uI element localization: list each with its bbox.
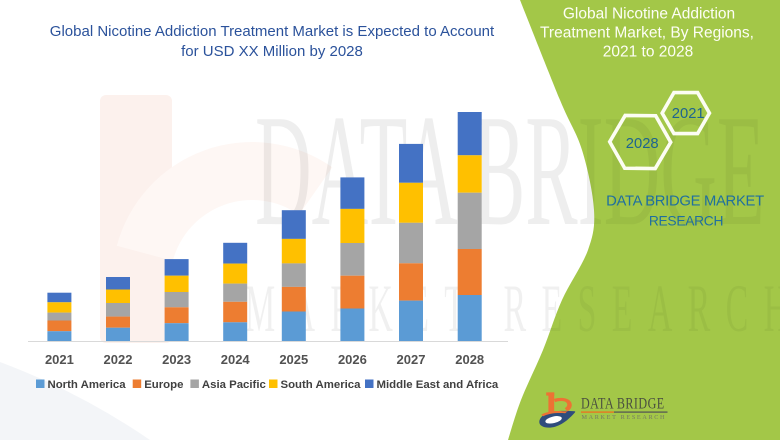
svg-text:MARKET RESEARCH: MARKET RESEARCH: [582, 414, 667, 421]
svg-text:2028: 2028: [455, 352, 484, 367]
svg-text:2026: 2026: [338, 352, 367, 367]
svg-text:2028: 2028: [626, 136, 659, 152]
svg-text:Asia Pacific: Asia Pacific: [202, 379, 266, 391]
svg-text:Middle East and Africa: Middle East and Africa: [377, 379, 499, 391]
svg-text:for USD XX Million by 2028: for USD XX Million by 2028: [181, 43, 363, 60]
svg-text:2022: 2022: [104, 352, 133, 367]
svg-text:2025: 2025: [279, 352, 308, 367]
svg-text:Global Nicotine Addiction: Global Nicotine Addiction: [563, 6, 735, 23]
svg-text:2021: 2021: [45, 352, 74, 367]
svg-text:North America: North America: [48, 379, 127, 391]
svg-text:2021: 2021: [672, 106, 705, 122]
svg-text:DATA BRIDGE MARKET: DATA BRIDGE MARKET: [606, 194, 764, 210]
svg-text:2024: 2024: [221, 352, 251, 367]
svg-text:DATA BRIDGE: DATA BRIDGE: [581, 396, 665, 413]
svg-text:Europe: Europe: [144, 379, 183, 391]
svg-text:RESEARCH: RESEARCH: [649, 214, 723, 229]
svg-text:2021 to 2028: 2021 to 2028: [603, 44, 694, 61]
svg-text:Treatment Market, By Regions,: Treatment Market, By Regions,: [540, 25, 754, 42]
svg-text:2027: 2027: [397, 352, 426, 367]
svg-text:2023: 2023: [162, 352, 191, 367]
svg-text:South America: South America: [281, 379, 362, 391]
svg-text:Global Nicotine Addiction Trea: Global Nicotine Addiction Treatment Mark…: [50, 23, 495, 40]
